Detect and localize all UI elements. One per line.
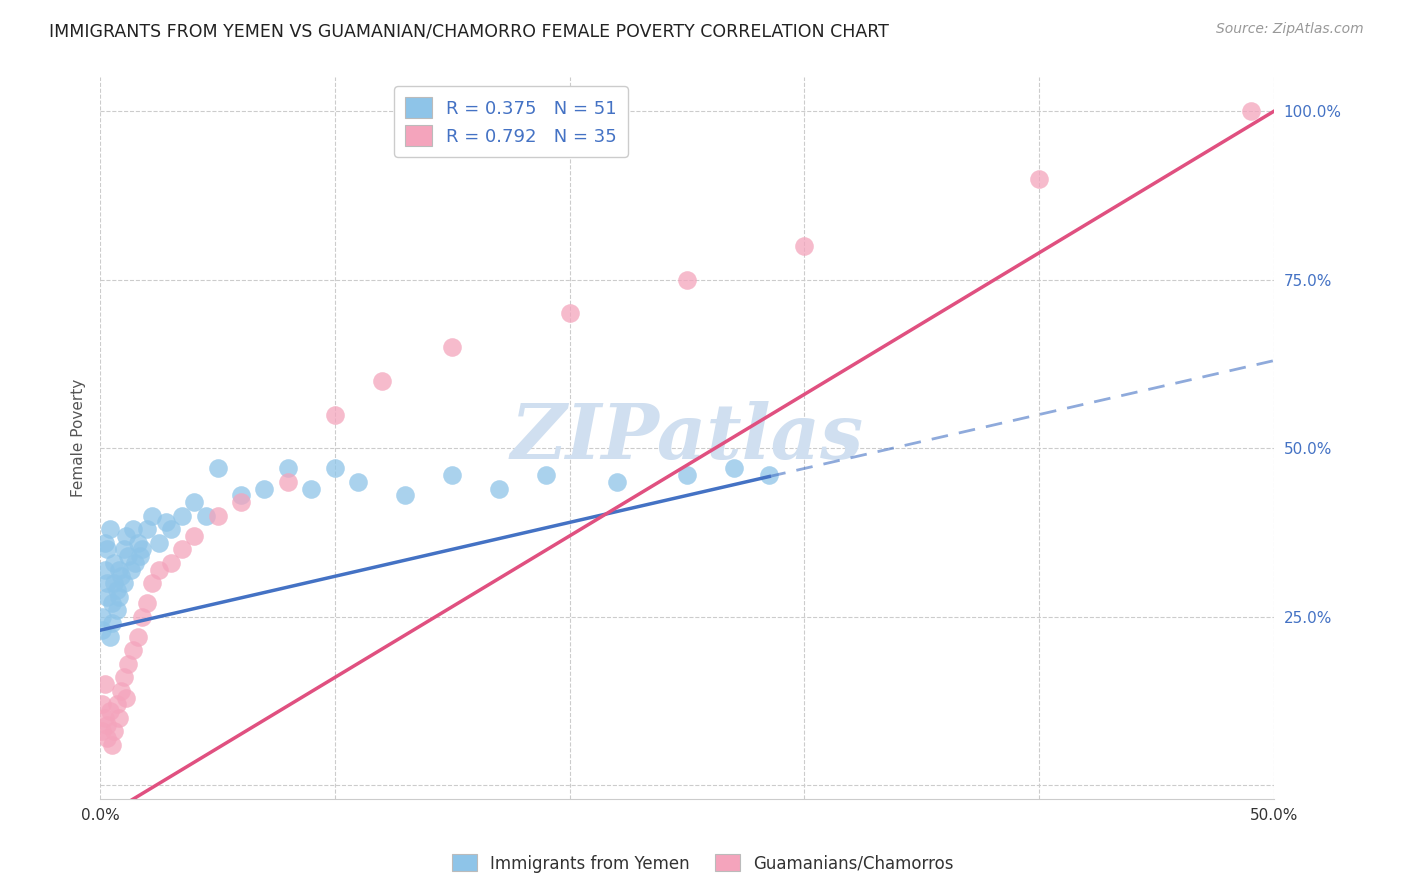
Point: [115, 529, 138, 543]
Point: [253, 482, 276, 496]
Point: [606, 475, 628, 489]
Point: [91, 698, 114, 712]
Point: [108, 590, 131, 604]
Point: [793, 239, 815, 253]
Point: [676, 273, 699, 287]
Point: [117, 657, 139, 671]
Point: [441, 340, 464, 354]
Point: [96, 717, 118, 731]
Point: [129, 549, 152, 563]
Point: [207, 461, 229, 475]
Point: [723, 461, 745, 475]
Point: [122, 522, 145, 536]
Point: [1239, 104, 1261, 119]
Point: [148, 535, 170, 549]
Point: [112, 542, 135, 557]
Point: [277, 475, 299, 489]
Point: [110, 569, 132, 583]
Point: [207, 508, 229, 523]
Point: [159, 556, 181, 570]
Point: [91, 624, 114, 638]
Point: [103, 556, 125, 570]
Point: [96, 590, 118, 604]
Point: [371, 374, 394, 388]
Point: [110, 684, 132, 698]
Point: [94, 677, 117, 691]
Point: [112, 670, 135, 684]
Point: [301, 482, 323, 496]
Y-axis label: Female Poverty: Female Poverty: [72, 379, 86, 497]
Point: [98, 704, 121, 718]
Point: [115, 690, 138, 705]
Point: [127, 630, 149, 644]
Point: [155, 516, 177, 530]
Point: [441, 468, 464, 483]
Point: [91, 724, 114, 739]
Point: [94, 535, 117, 549]
Legend: R = 0.375   N = 51, R = 0.792   N = 35: R = 0.375 N = 51, R = 0.792 N = 35: [394, 87, 628, 157]
Point: [127, 535, 149, 549]
Point: [98, 522, 121, 536]
Point: [103, 724, 125, 739]
Point: [91, 609, 114, 624]
Point: [96, 731, 118, 745]
Point: [488, 482, 510, 496]
Point: [117, 549, 139, 563]
Point: [159, 522, 181, 536]
Point: [534, 468, 557, 483]
Point: [124, 556, 146, 570]
Point: [148, 563, 170, 577]
Point: [183, 529, 205, 543]
Point: [101, 616, 124, 631]
Point: [108, 563, 131, 577]
Point: [136, 522, 159, 536]
Point: [94, 711, 117, 725]
Point: [1028, 171, 1050, 186]
Point: [323, 408, 346, 422]
Point: [96, 576, 118, 591]
Text: ZIPatlas: ZIPatlas: [510, 401, 863, 475]
Point: [172, 542, 194, 557]
Point: [98, 630, 121, 644]
Point: [194, 508, 217, 523]
Point: [101, 738, 124, 752]
Point: [131, 542, 153, 557]
Point: [558, 306, 581, 320]
Point: [141, 508, 163, 523]
Point: [101, 596, 124, 610]
Point: [758, 468, 780, 483]
Point: [131, 609, 153, 624]
Point: [112, 576, 135, 591]
Point: [122, 643, 145, 657]
Point: [347, 475, 370, 489]
Point: [229, 488, 252, 502]
Point: [277, 461, 299, 475]
Point: [172, 508, 194, 523]
Point: [394, 488, 416, 502]
Point: [676, 468, 699, 483]
Point: [323, 461, 346, 475]
Point: [108, 711, 131, 725]
Point: [103, 576, 125, 591]
Point: [120, 563, 142, 577]
Point: [94, 563, 117, 577]
Text: IMMIGRANTS FROM YEMEN VS GUAMANIAN/CHAMORRO FEMALE POVERTY CORRELATION CHART: IMMIGRANTS FROM YEMEN VS GUAMANIAN/CHAMO…: [49, 22, 889, 40]
Point: [105, 582, 128, 597]
Point: [136, 596, 159, 610]
Point: [183, 495, 205, 509]
Point: [105, 603, 128, 617]
Point: [229, 495, 252, 509]
Point: [141, 576, 163, 591]
Legend: Immigrants from Yemen, Guamanians/Chamorros: Immigrants from Yemen, Guamanians/Chamor…: [446, 847, 960, 880]
Text: Source: ZipAtlas.com: Source: ZipAtlas.com: [1216, 22, 1364, 37]
Point: [105, 698, 128, 712]
Point: [96, 542, 118, 557]
